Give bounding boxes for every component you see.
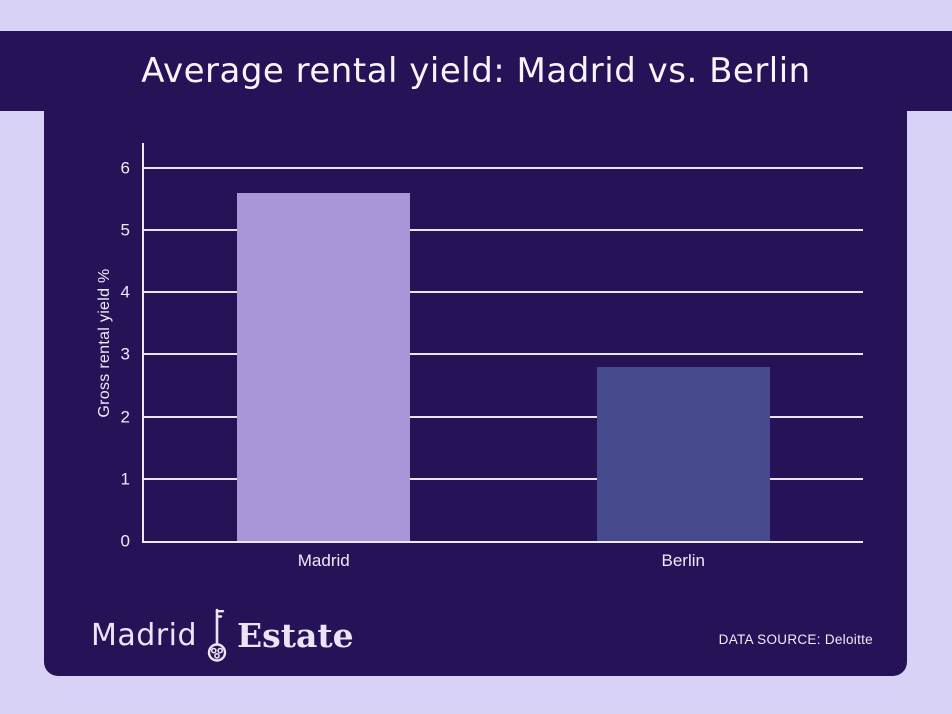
gridline-2 — [144, 415, 863, 418]
x-tick-label-berlin: Berlin — [661, 551, 705, 570]
y-tick-label-5: 5 — [120, 220, 130, 240]
brand-logo: Madrid Estate — [91, 607, 354, 663]
chart-panel: Gross rental yield % 0 1 2 3 4 5 6 Madrid Berlin… — [44, 111, 907, 676]
logo-text-estate: Estate — [237, 615, 354, 655]
y-tick-label-0: 0 — [120, 531, 130, 551]
bar-madrid — [237, 192, 411, 541]
bar-berlin — [596, 366, 770, 541]
x-tick-label-madrid: Madrid — [297, 551, 350, 570]
y-tick-label-6: 6 — [120, 158, 130, 178]
gridline-4 — [144, 291, 863, 294]
y-tick-label-3: 3 — [120, 344, 130, 364]
key-icon — [207, 608, 227, 662]
gridline-3 — [144, 353, 863, 356]
title-band: Average rental yield: Madrid vs. Berlin — [0, 31, 952, 111]
plot-area: 0 1 2 3 4 5 6 Madrid Berlin — [121, 143, 863, 570]
y-tick-label-1: 1 — [120, 469, 130, 489]
y-tick-label-4: 4 — [120, 282, 130, 302]
chart-title: Average rental yield: Madrid vs. Berlin — [141, 51, 811, 91]
y-tick-label-2: 2 — [120, 407, 130, 427]
gridline-1 — [144, 477, 863, 480]
y-axis-title: Gross rental yield % — [96, 268, 113, 418]
logo-text-madrid: Madrid — [91, 617, 198, 653]
gridline-6 — [144, 166, 863, 169]
data-source-label: DATA SOURCE: Deloitte — [718, 632, 873, 647]
gridline-5 — [144, 229, 863, 232]
